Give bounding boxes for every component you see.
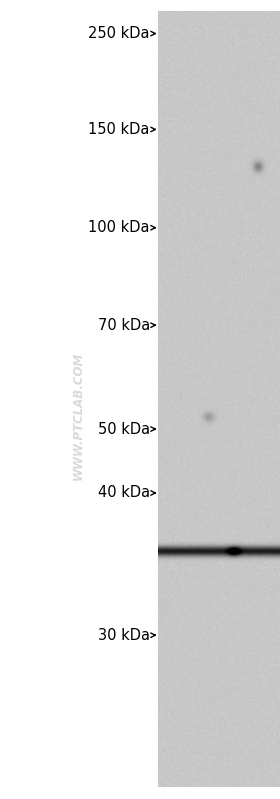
Text: 50 kDa: 50 kDa — [98, 422, 150, 436]
Text: 40 kDa: 40 kDa — [98, 486, 150, 500]
Text: 100 kDa: 100 kDa — [88, 221, 150, 235]
Text: 30 kDa: 30 kDa — [98, 628, 150, 642]
Text: WWW.PTCLAB.COM: WWW.PTCLAB.COM — [72, 352, 85, 479]
Text: 150 kDa: 150 kDa — [88, 122, 150, 137]
Text: 250 kDa: 250 kDa — [88, 26, 150, 41]
Text: 70 kDa: 70 kDa — [97, 318, 150, 332]
